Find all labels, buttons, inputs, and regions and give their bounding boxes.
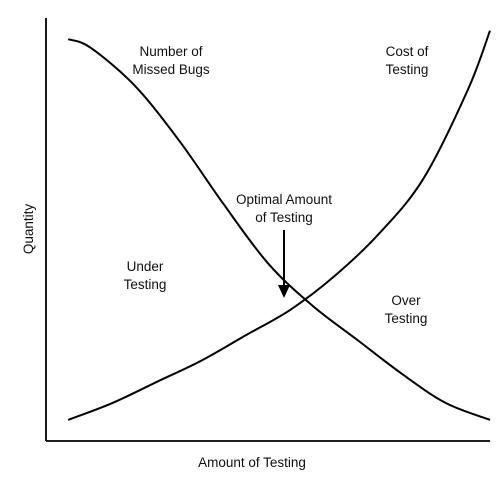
annotation-optimal-line2: of Testing [255,210,313,225]
annotation-over-line1: Over [391,293,421,308]
annotation-over-line2: Testing [385,311,428,326]
y-axis-label: Quantity [21,204,36,255]
annotation-under-line1: Under [127,259,164,274]
annotation-optimal-line1: Optimal Amount [236,192,332,207]
annotation-cost-line1: Cost of [386,44,429,59]
annotation-missed-bugs-line2: Missed Bugs [132,62,210,77]
annotation-missed-bugs-line1: Number of [139,44,202,59]
series-line-missed-bugs [67,38,491,421]
annotation-cost-line2: Testing [386,62,429,77]
optimal-arrow-head [278,285,290,298]
series-line-cost-of-testing [67,30,491,421]
annotation-under-line2: Testing [124,277,167,292]
x-axis-label: Amount of Testing [198,455,306,470]
